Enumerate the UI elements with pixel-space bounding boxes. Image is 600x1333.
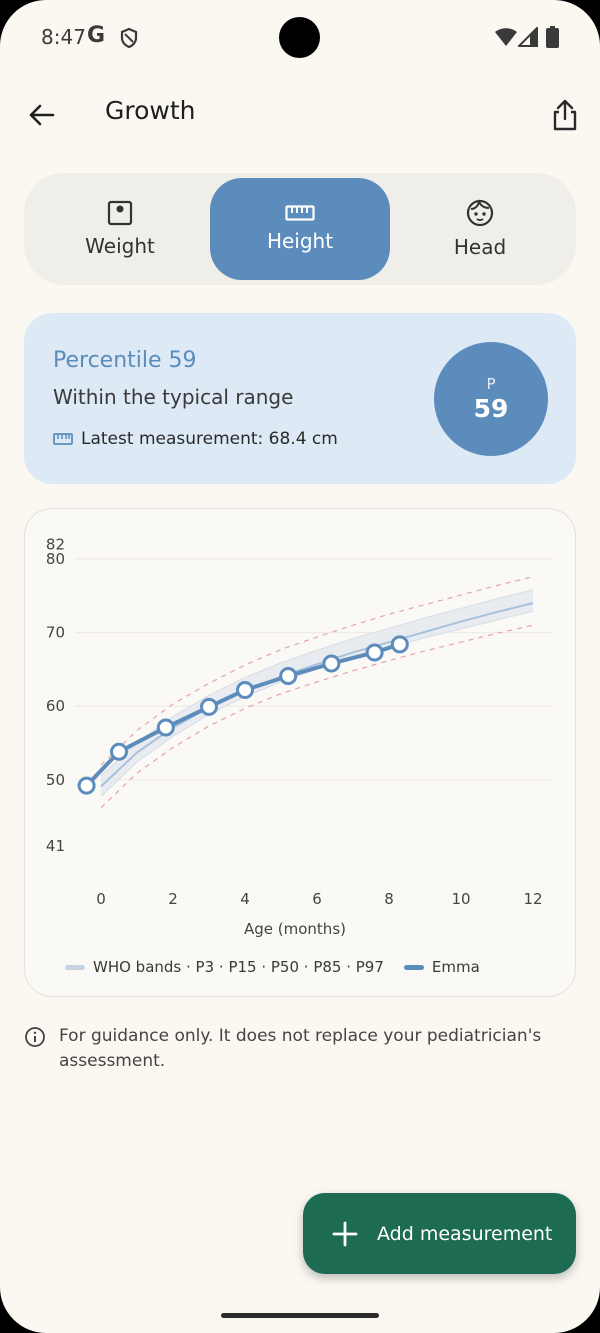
legend-label: WHO bands · P3 · P15 · P50 · P85 · P97 (93, 958, 384, 976)
x-tick-label: 8 (384, 890, 394, 908)
scale-icon (107, 200, 133, 226)
legend-label: Emma (431, 958, 480, 976)
arrow-back-icon (29, 104, 55, 126)
latest-measurement-text: Latest measurement: 68.4 cm (81, 429, 338, 449)
tab-label: Weight (85, 234, 155, 258)
add-measurement-label: Add measurement (377, 1222, 553, 1245)
signal-icon (516, 25, 538, 51)
tab-head[interactable]: Head (390, 178, 570, 280)
y-tick-label: 41 (46, 837, 65, 855)
x-tick-label: 2 (168, 890, 178, 908)
share-button[interactable] (544, 94, 586, 136)
data-point (390, 635, 409, 654)
data-point (156, 718, 175, 737)
band-p15-p85 (101, 589, 533, 797)
percentile-badge: P 59 (434, 342, 548, 456)
wifi-icon (494, 27, 518, 51)
band-line-p15 (100, 610, 534, 798)
data-point (322, 654, 341, 673)
y-tick-label: 80 (46, 550, 65, 568)
percentile-badge-value: 59 (473, 394, 509, 423)
x-tick-label: 0 (96, 890, 106, 908)
status-time: 8:47 (41, 25, 86, 49)
data-point (236, 680, 254, 699)
plus-icon (332, 1221, 358, 1246)
data-point (110, 742, 128, 761)
x-tick-label: 10 (451, 890, 470, 908)
latest-measurement: Latest measurement: 68.4 cm (53, 429, 338, 449)
percentile-subtitle: Within the typical range (53, 385, 294, 409)
legend-swatch (403, 964, 424, 970)
x-tick-label: 12 (523, 890, 542, 908)
tab-label: Head (453, 235, 507, 259)
percentile-badge-label: P (486, 375, 496, 393)
legend-swatch (65, 964, 85, 970)
data-point (200, 697, 218, 716)
growth-chart-card: 41 50 60 70 80 82 0 2 4 6 8 10 12 Age (months) WHO … (24, 508, 576, 997)
ruler-icon (53, 433, 73, 445)
add-measurement-button[interactable]: Add measurement (303, 1193, 576, 1274)
band-line-p50 (100, 602, 534, 788)
home-indicator[interactable] (221, 1313, 379, 1318)
y-tick-label: 82 (46, 535, 65, 553)
data-point (77, 776, 96, 795)
y-tick-label: 60 (46, 697, 65, 715)
info-icon (24, 1026, 46, 1052)
percentile-title: Percentile 59 (53, 348, 197, 373)
page-title: Growth (105, 96, 196, 125)
tab-weight[interactable]: Weight (30, 178, 210, 280)
data-point (365, 643, 384, 662)
camera-cutout (279, 17, 320, 58)
band-line-p85 (100, 589, 534, 777)
share-icon (553, 99, 577, 131)
back-button[interactable] (20, 94, 62, 136)
status-bar: 8:47 G (0, 0, 600, 74)
percentile-card: Percentile 59 Within the typical range L… (24, 313, 576, 484)
chart-legend: WHO bands · P3 · P15 · P50 · P85 · P97 E… (65, 958, 500, 976)
battery-icon (546, 26, 559, 52)
tab-height[interactable]: Height (210, 178, 390, 280)
band-line-p97 (100, 576, 534, 766)
data-point (279, 667, 298, 686)
legend-item-who: WHO bands · P3 · P15 · P50 · P85 · P97 (65, 958, 384, 976)
x-tick-label: 4 (240, 890, 250, 908)
x-tick-label: 6 (312, 890, 322, 908)
tab-label: Height (266, 229, 334, 253)
baby-face-icon (466, 199, 494, 227)
y-tick-label: 70 (46, 624, 65, 642)
google-icon: G (87, 23, 106, 48)
ruler-icon (285, 205, 315, 221)
legend-item-emma: Emma (403, 958, 480, 976)
y-tick-label: 50 (46, 771, 65, 789)
disclaimer-text: For guidance only. It does not replace y… (59, 1026, 542, 1071)
band-line-p3 (100, 624, 534, 809)
x-axis-label: Age (months) (244, 920, 346, 938)
shield-icon (119, 27, 139, 53)
measurement-tabs: Weight Height Head (24, 173, 576, 285)
